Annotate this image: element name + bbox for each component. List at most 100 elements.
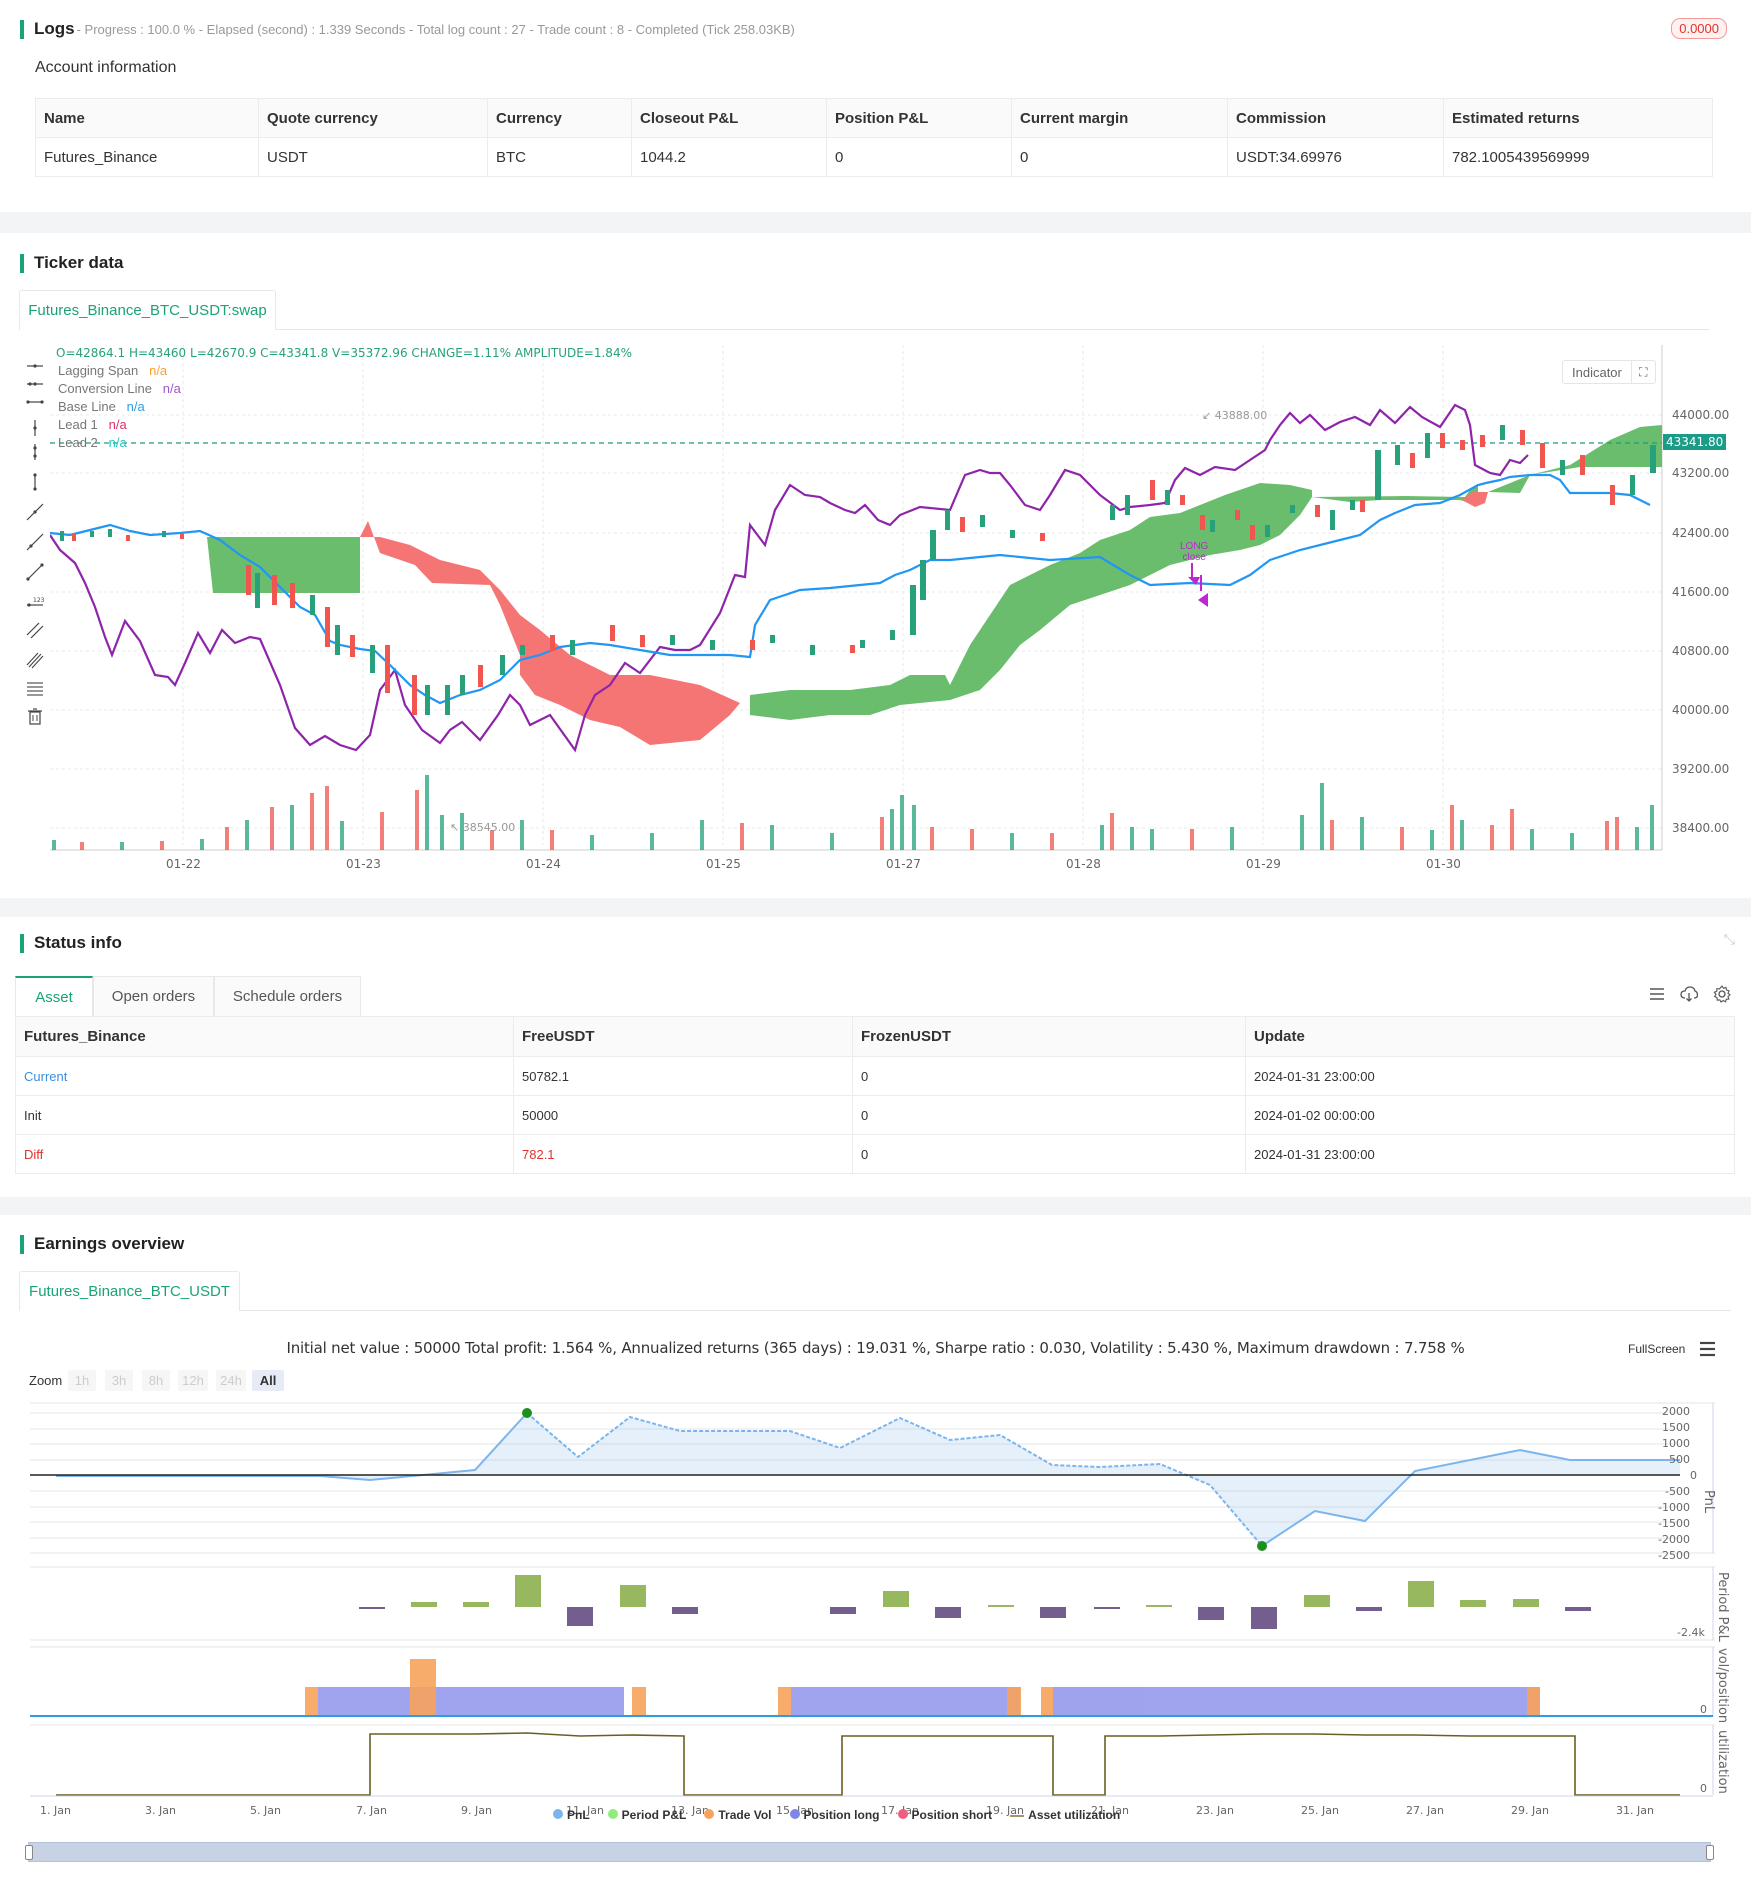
col-update: Update xyxy=(1245,1016,1735,1057)
pnl-y-tick: -500 xyxy=(1665,1485,1690,1498)
col-closeout-pnl: Closeout P&L xyxy=(631,98,827,138)
navigator-left-handle[interactable] xyxy=(25,1845,33,1860)
cell: USDT xyxy=(258,137,488,177)
row-name-current: Current xyxy=(15,1056,514,1096)
x-tick: 9. Jan xyxy=(461,1804,492,1817)
legend-asset-utilization[interactable]: Asset utilization xyxy=(1010,1808,1120,1822)
y-tick: 41600.00 xyxy=(1672,585,1730,599)
vertical-ray-tool-icon[interactable] xyxy=(26,443,44,461)
earnings-legend: PnL Period P&L Trade Vol Position long P… xyxy=(553,1808,1120,1822)
vertical-line-tool-icon[interactable] xyxy=(26,419,44,437)
legend-value: n/a xyxy=(126,399,145,414)
fibonacci-retracement-tool-icon[interactable] xyxy=(26,679,44,697)
segment-tool-icon[interactable] xyxy=(26,563,44,581)
x-tick: 13. Jan xyxy=(671,1804,709,1817)
period-pnl-axis-title: Period P&L xyxy=(1715,1572,1730,1642)
vertical-segment-tool-icon[interactable] xyxy=(26,473,44,491)
x-tick: 01-27 xyxy=(886,857,921,871)
horizontal-line-tool-icon[interactable] xyxy=(26,357,44,375)
pnl-y-tick: -1500 xyxy=(1658,1517,1690,1530)
pnl-y-tick: -1000 xyxy=(1658,1501,1690,1514)
indicator-button[interactable]: Indicator xyxy=(1572,364,1622,380)
parallel-channel-tool-icon[interactable] xyxy=(26,621,44,639)
tab-ticker-symbol[interactable]: Futures_Binance_BTC_USDT:swap xyxy=(19,290,276,330)
settings-gear-icon[interactable] xyxy=(1713,985,1731,1003)
legend-period-pnl[interactable]: Period P&L xyxy=(607,1808,686,1822)
tab-schedule-orders[interactable]: Schedule orders xyxy=(214,976,361,1016)
utilization-axis-title: utilization xyxy=(1715,1730,1730,1794)
cloud-download-icon[interactable] xyxy=(1680,985,1698,1003)
fibonacci-fan-tool-icon[interactable] xyxy=(26,651,44,669)
col-currency: Currency xyxy=(487,98,632,138)
zoom-8h-button[interactable]: 8h xyxy=(142,1370,170,1391)
legend-label: Position short xyxy=(911,1808,993,1822)
table-row: Diff 782.1 0 2024-01-31 23:00:00 xyxy=(15,1134,1735,1174)
legend-position-long[interactable]: Position long xyxy=(789,1808,880,1822)
legend-conversion-line[interactable]: Conversion Line n/a xyxy=(58,381,181,396)
legend-lead-1[interactable]: Lead 1 n/a xyxy=(58,417,127,432)
x-tick: 01-24 xyxy=(526,857,561,871)
legend-base-line[interactable]: Base Line n/a xyxy=(58,399,145,414)
asset-header-row: Futures_Binance FreeUSDT FrozenUSDT Upda… xyxy=(15,1016,1735,1057)
section-accent xyxy=(20,253,24,273)
low-price-value: 38545.00 xyxy=(462,821,516,834)
zoom-3h-button[interactable]: 3h xyxy=(105,1370,133,1391)
zoom-12h-button[interactable]: 12h xyxy=(178,1370,208,1391)
trade-marker-label: LONG close xyxy=(1180,541,1208,563)
vol-zero-label: 0 xyxy=(1700,1703,1707,1716)
cell: BTC xyxy=(487,137,632,177)
x-tick: 01-29 xyxy=(1246,857,1281,871)
zoom-label: Zoom xyxy=(29,1373,63,1388)
legend-position-short[interactable]: Position short xyxy=(897,1808,993,1822)
legend-label: Base Line xyxy=(58,399,116,414)
price-line-tool-icon[interactable]: 123 xyxy=(26,591,44,609)
legend-lead-2[interactable]: Lead 2 n/a xyxy=(58,435,127,450)
tab-open-orders[interactable]: Open orders xyxy=(93,976,214,1016)
x-tick: 5. Jan xyxy=(250,1804,281,1817)
fullscreen-button[interactable]: FullScreen xyxy=(1628,1342,1686,1356)
account-info-title: Account information xyxy=(35,59,177,76)
trash-icon[interactable] xyxy=(26,707,44,725)
col-frozen-usdt: FrozenUSDT xyxy=(852,1016,1246,1057)
earnings-summary: Initial net value : 50000 Total profit: … xyxy=(286,1339,1465,1357)
navigator-right-handle[interactable] xyxy=(1706,1845,1714,1860)
chart-menu-icon[interactable] xyxy=(1699,1341,1716,1357)
collapse-icon[interactable]: ⤡ xyxy=(1723,931,1735,947)
account-table: Name Quote currency Currency Closeout P&… xyxy=(35,98,1713,177)
pnl-axis-title: PnL xyxy=(1701,1490,1716,1514)
legend-value: n/a xyxy=(162,381,181,396)
zoom-all-button[interactable]: All xyxy=(252,1370,284,1391)
earnings-charts[interactable] xyxy=(0,1395,1751,1815)
row-name-diff: Diff xyxy=(15,1134,514,1174)
col-free-usdt: FreeUSDT xyxy=(513,1016,853,1057)
ichimoku-chart-canvas xyxy=(50,345,1663,851)
list-menu-icon[interactable] xyxy=(1648,985,1666,1003)
x-tick: 19. Jan xyxy=(986,1804,1024,1817)
section-accent xyxy=(20,19,24,39)
ray-line-tool-icon[interactable] xyxy=(26,533,44,551)
pnl-y-tick: 0 xyxy=(1690,1469,1697,1482)
zoom-24h-button[interactable]: 24h xyxy=(216,1370,246,1391)
legend-pnl[interactable]: PnL xyxy=(553,1808,590,1822)
legend-lagging-span[interactable]: Lagging Span n/a xyxy=(58,363,167,378)
pnl-y-tick: 500 xyxy=(1669,1453,1690,1466)
tab-earnings-symbol[interactable]: Futures_Binance_BTC_USDT xyxy=(19,1271,240,1311)
legend-trade-vol[interactable]: Trade Vol xyxy=(704,1808,772,1822)
y-tick: 40000.00 xyxy=(1672,703,1730,717)
zoom-1h-button[interactable]: 1h xyxy=(68,1370,96,1391)
status-tabs: Asset Open orders Schedule orders xyxy=(15,976,361,1016)
tab-asset[interactable]: Asset xyxy=(15,976,93,1016)
frozen-usdt-value: 0 xyxy=(852,1134,1246,1174)
y-tick: 43200.00 xyxy=(1672,466,1730,480)
straight-line-tool-icon[interactable] xyxy=(26,503,44,521)
candlestick-chart[interactable]: O=42864.1 H=43460 L=42670.9 C=43341.8 V=… xyxy=(50,345,1729,871)
legend-value: n/a xyxy=(149,363,168,378)
ticker-header: Ticker data xyxy=(20,253,123,273)
horizontal-ray-tool-icon[interactable] xyxy=(26,375,44,393)
legend-value: n/a xyxy=(108,435,127,450)
fullscreen-icon[interactable]: ⛶ xyxy=(1630,361,1655,383)
row-name-init: Init xyxy=(15,1095,514,1135)
update-time: 2024-01-02 00:00:00 xyxy=(1245,1095,1735,1135)
time-navigator[interactable] xyxy=(25,1842,1714,1862)
horizontal-segment-tool-icon[interactable] xyxy=(26,393,44,411)
